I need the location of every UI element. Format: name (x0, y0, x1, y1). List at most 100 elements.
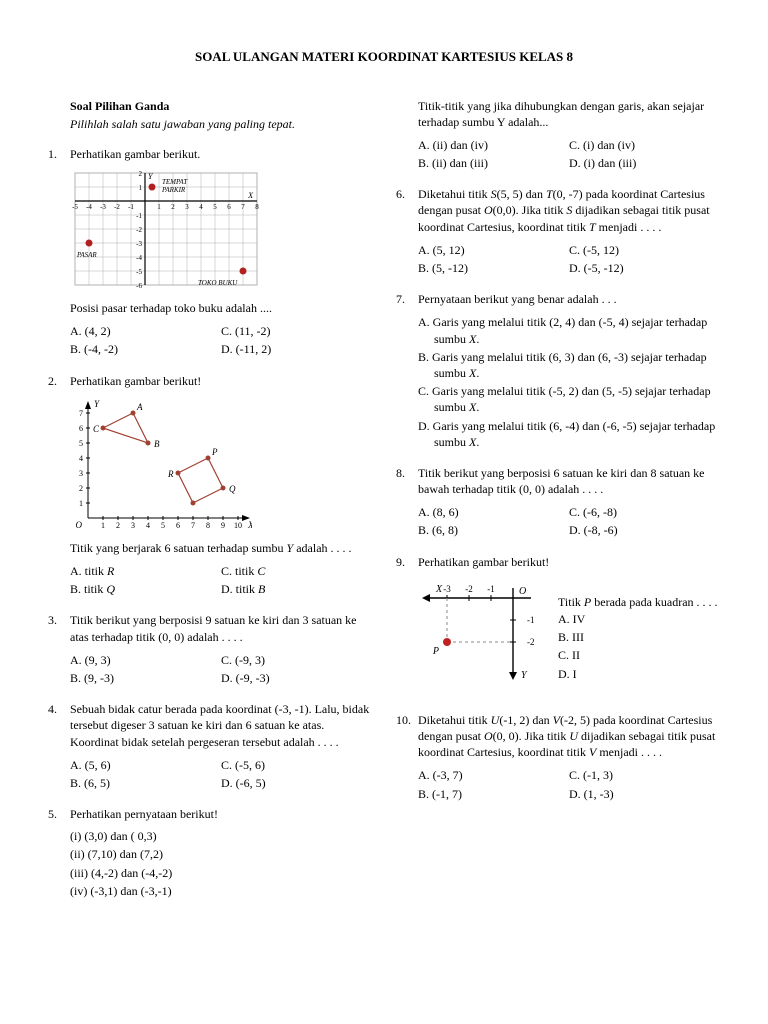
choices: A. (5, 12) C. (-5, 12) B. (5, -12) D. (-… (418, 241, 720, 277)
choice-b: B. (-1, 7) (418, 785, 569, 803)
question-9: 9. Perhatikan gambar berikut! -3 -2 -1 -1 -2… (396, 554, 720, 698)
choices: A. (8, 6) C. (-6, -8) B. (6, 8) D. (-8, … (418, 503, 720, 539)
qtext: Perhatikan gambar berikut! (70, 373, 372, 389)
svg-text:-2: -2 (114, 203, 120, 211)
svg-text:5: 5 (213, 203, 217, 211)
choice-a: A. (9, 3) (70, 651, 221, 669)
svg-text:-6: -6 (136, 282, 142, 290)
svg-text:7: 7 (79, 409, 83, 418)
choice-d: D. (-8, -6) (569, 521, 720, 539)
sub-ii: (ii) (7,10) dan (7,2) (70, 846, 372, 862)
qnum: 2. (48, 373, 70, 599)
svg-text:4: 4 (199, 203, 203, 211)
choices: A. (4, 2) C. (11, -2) B. (-4, -2) D. (-1… (70, 322, 372, 358)
svg-text:4: 4 (79, 454, 83, 463)
svg-text:O: O (519, 586, 526, 597)
svg-text:1: 1 (139, 184, 143, 192)
choices: A. (5, 6) C. (-5, 6) B. (6, 5) D. (-6, 5… (70, 756, 372, 792)
choice-d: D. titik B (221, 580, 372, 598)
qnum: 1. (48, 146, 70, 359)
question-10: 10. Diketahui titik U(-1, 2) dan V(-2, 5… (396, 712, 720, 803)
qnum: 9. (396, 554, 418, 698)
qtext: Titik berikut yang berposisi 9 satuan ke… (70, 612, 372, 644)
svg-text:7: 7 (191, 521, 195, 530)
svg-text:O: O (76, 520, 83, 530)
svg-text:-5: -5 (72, 203, 78, 211)
svg-text:5: 5 (79, 439, 83, 448)
choices: A. Garis yang melalui titik (2, 4) dan (… (418, 313, 720, 451)
intro: Soal Pilihan Ganda Pilihlah salah satu j… (70, 98, 372, 132)
qnum: 5. (48, 806, 70, 901)
svg-text:1: 1 (101, 521, 105, 530)
question-4: 4. Sebuah bidak catur berada pada koordi… (48, 701, 372, 792)
q1-post: Posisi pasar terhadap toko buku adalah .… (70, 300, 372, 316)
choice-b: B. (6, 8) (418, 521, 569, 539)
svg-text:-1: -1 (128, 203, 134, 211)
svg-text:Y: Y (94, 399, 100, 409)
svg-text:-2: -2 (136, 226, 142, 234)
qtext: Titik berikut yang berposisi 6 satuan ke… (418, 465, 720, 497)
q9-side: Titik P berada pada kuadran . . . . (558, 594, 718, 610)
question-5: 5. Perhatikan pernyataan berikut! (i) (3… (48, 806, 372, 901)
choice-c: C. (i) dan (iv) (569, 136, 720, 154)
svg-text:-1: -1 (527, 615, 535, 625)
choice-d: D. Garis yang melalui titik (6, -4) dan … (418, 417, 720, 451)
figure-2: 123456789101234567OXYCABRPQ (70, 395, 372, 532)
choice-a: A. titik R (70, 562, 221, 580)
choices: A. (ii) dan (iv) C. (i) dan (iv) B. (ii)… (418, 136, 720, 172)
choice-c: C. (-1, 3) (569, 766, 720, 784)
choice-b: B. III (558, 628, 718, 646)
choice-c: C. (11, -2) (221, 322, 372, 340)
svg-text:9: 9 (221, 521, 225, 530)
page-title: SOAL ULANGAN MATERI KOORDINAT KARTESIUS … (48, 48, 720, 66)
choices: A. (9, 3) C. (-9, 3) B. (9, -3) D. (-9, … (70, 651, 372, 687)
svg-text:-1: -1 (136, 212, 142, 220)
choice-a: A. (ii) dan (iv) (418, 136, 569, 154)
svg-text:-1: -1 (487, 584, 495, 594)
qnum: 3. (48, 612, 70, 687)
choice-a: A. (-3, 7) (418, 766, 569, 784)
question-7: 7. Pernyataan berikut yang benar adalah … (396, 291, 720, 451)
svg-text:B: B (154, 439, 160, 449)
svg-text:-2: -2 (527, 637, 535, 647)
svg-text:-2: -2 (465, 584, 473, 594)
choice-b: B. titik Q (70, 580, 221, 598)
sub-iii: (iii) (4,-2) dan (-4,-2) (70, 865, 372, 881)
choice-d: D. I (558, 665, 718, 683)
choice-d: D. (-6, 5) (221, 774, 372, 792)
choice-c: C. (-5, 12) (569, 241, 720, 259)
svg-text:Q: Q (229, 484, 236, 494)
qtext: Perhatikan gambar berikut! (418, 554, 720, 570)
choice-a: A. IV (558, 610, 718, 628)
qtext: Diketahui titik S(5, 5) dan T(0, -7) pad… (418, 186, 720, 235)
choice-d: D. (i) dan (iii) (569, 154, 720, 172)
choice-b: B. (-4, -2) (70, 340, 221, 358)
svg-text:8: 8 (206, 521, 210, 530)
svg-text:-3: -3 (443, 584, 451, 594)
svg-text:X: X (435, 584, 443, 595)
left-column: Soal Pilihan Ganda Pilihlah salah satu j… (48, 98, 372, 916)
choice-d: D. (-5, -12) (569, 259, 720, 277)
figure-9: -3-2-1-1-2OXYP (418, 580, 548, 690)
svg-text:P: P (211, 447, 218, 457)
svg-text:-3: -3 (136, 240, 142, 248)
question-1: 1. Perhatikan gambar berikut. -5 -4 -3 -2 -1… (48, 146, 372, 359)
content-columns: Soal Pilihan Ganda Pilihlah salah satu j… (48, 98, 720, 916)
svg-text:-4: -4 (136, 254, 142, 262)
svg-text:C: C (93, 424, 100, 434)
qtext: Perhatikan gambar berikut. (70, 146, 372, 162)
choice-c: C. (-5, 6) (221, 756, 372, 774)
question-6: 6. Diketahui titik S(5, 5) dan T(0, -7) … (396, 186, 720, 277)
svg-text:7: 7 (241, 203, 245, 211)
svg-text:3: 3 (131, 521, 135, 530)
choice-b: B. Garis yang melalui titik (6, 3) dan (… (418, 348, 720, 382)
svg-text:2: 2 (116, 521, 120, 530)
choice-a: A. (5, 12) (418, 241, 569, 259)
question-2: 2. Perhatikan gambar berikut! 1234567891… (48, 373, 372, 599)
choice-a: A. (5, 6) (70, 756, 221, 774)
choice-a: A. (4, 2) (70, 322, 221, 340)
choice-b: B. (9, -3) (70, 669, 221, 687)
choice-c: C. titik C (221, 562, 372, 580)
intro-sub: Pilihlah salah satu jawaban yang paling … (70, 116, 372, 132)
svg-text:TEMPAT: TEMPAT (162, 178, 188, 186)
